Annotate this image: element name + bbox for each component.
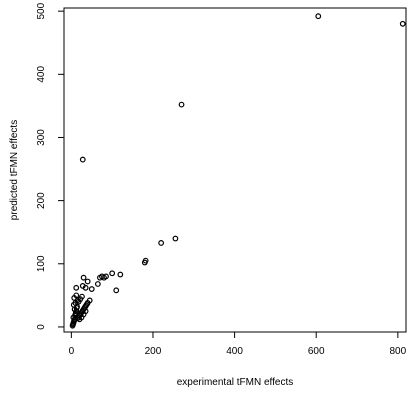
plot-frame [63, 7, 407, 333]
data-point [113, 287, 120, 294]
y-tick-label: 0 [36, 324, 47, 330]
data-point [88, 286, 95, 292]
data-point [73, 292, 80, 299]
data-point [82, 308, 89, 315]
data-point [86, 297, 93, 304]
data-point [84, 278, 91, 285]
x-tick-label: 400 [226, 346, 243, 357]
x-tick-label: 200 [145, 346, 162, 357]
data-point [82, 284, 89, 291]
data-point [73, 284, 80, 291]
data-point [117, 271, 124, 278]
data-point [103, 273, 109, 280]
data-point [142, 257, 149, 264]
y-axis-title: predicted tFMN effects [9, 120, 20, 220]
y-tick-label: 100 [36, 255, 47, 272]
x-axis: 0 200 400 600 800 [69, 332, 407, 357]
data-point [94, 281, 101, 287]
data-point [79, 156, 86, 163]
x-axis-title: experimental tFMN effects [177, 377, 294, 388]
data-point [315, 13, 322, 20]
data-point [158, 240, 165, 246]
y-tick-label: 300 [36, 129, 47, 146]
data-point [80, 274, 87, 281]
data-point [178, 101, 185, 108]
y-tick-label: 500 [36, 2, 47, 19]
data-point [399, 20, 406, 27]
data-points [69, 13, 406, 329]
x-tick-label: 0 [69, 346, 75, 357]
data-point [79, 293, 85, 300]
data-point [172, 235, 179, 242]
y-tick-label: 200 [36, 192, 47, 209]
data-point [109, 270, 116, 277]
x-tick-label: 600 [308, 346, 325, 357]
y-tick-label: 400 [36, 66, 47, 83]
y-axis: 0 100 200 300 400 500 [36, 2, 64, 330]
x-tick-label: 800 [389, 346, 406, 357]
